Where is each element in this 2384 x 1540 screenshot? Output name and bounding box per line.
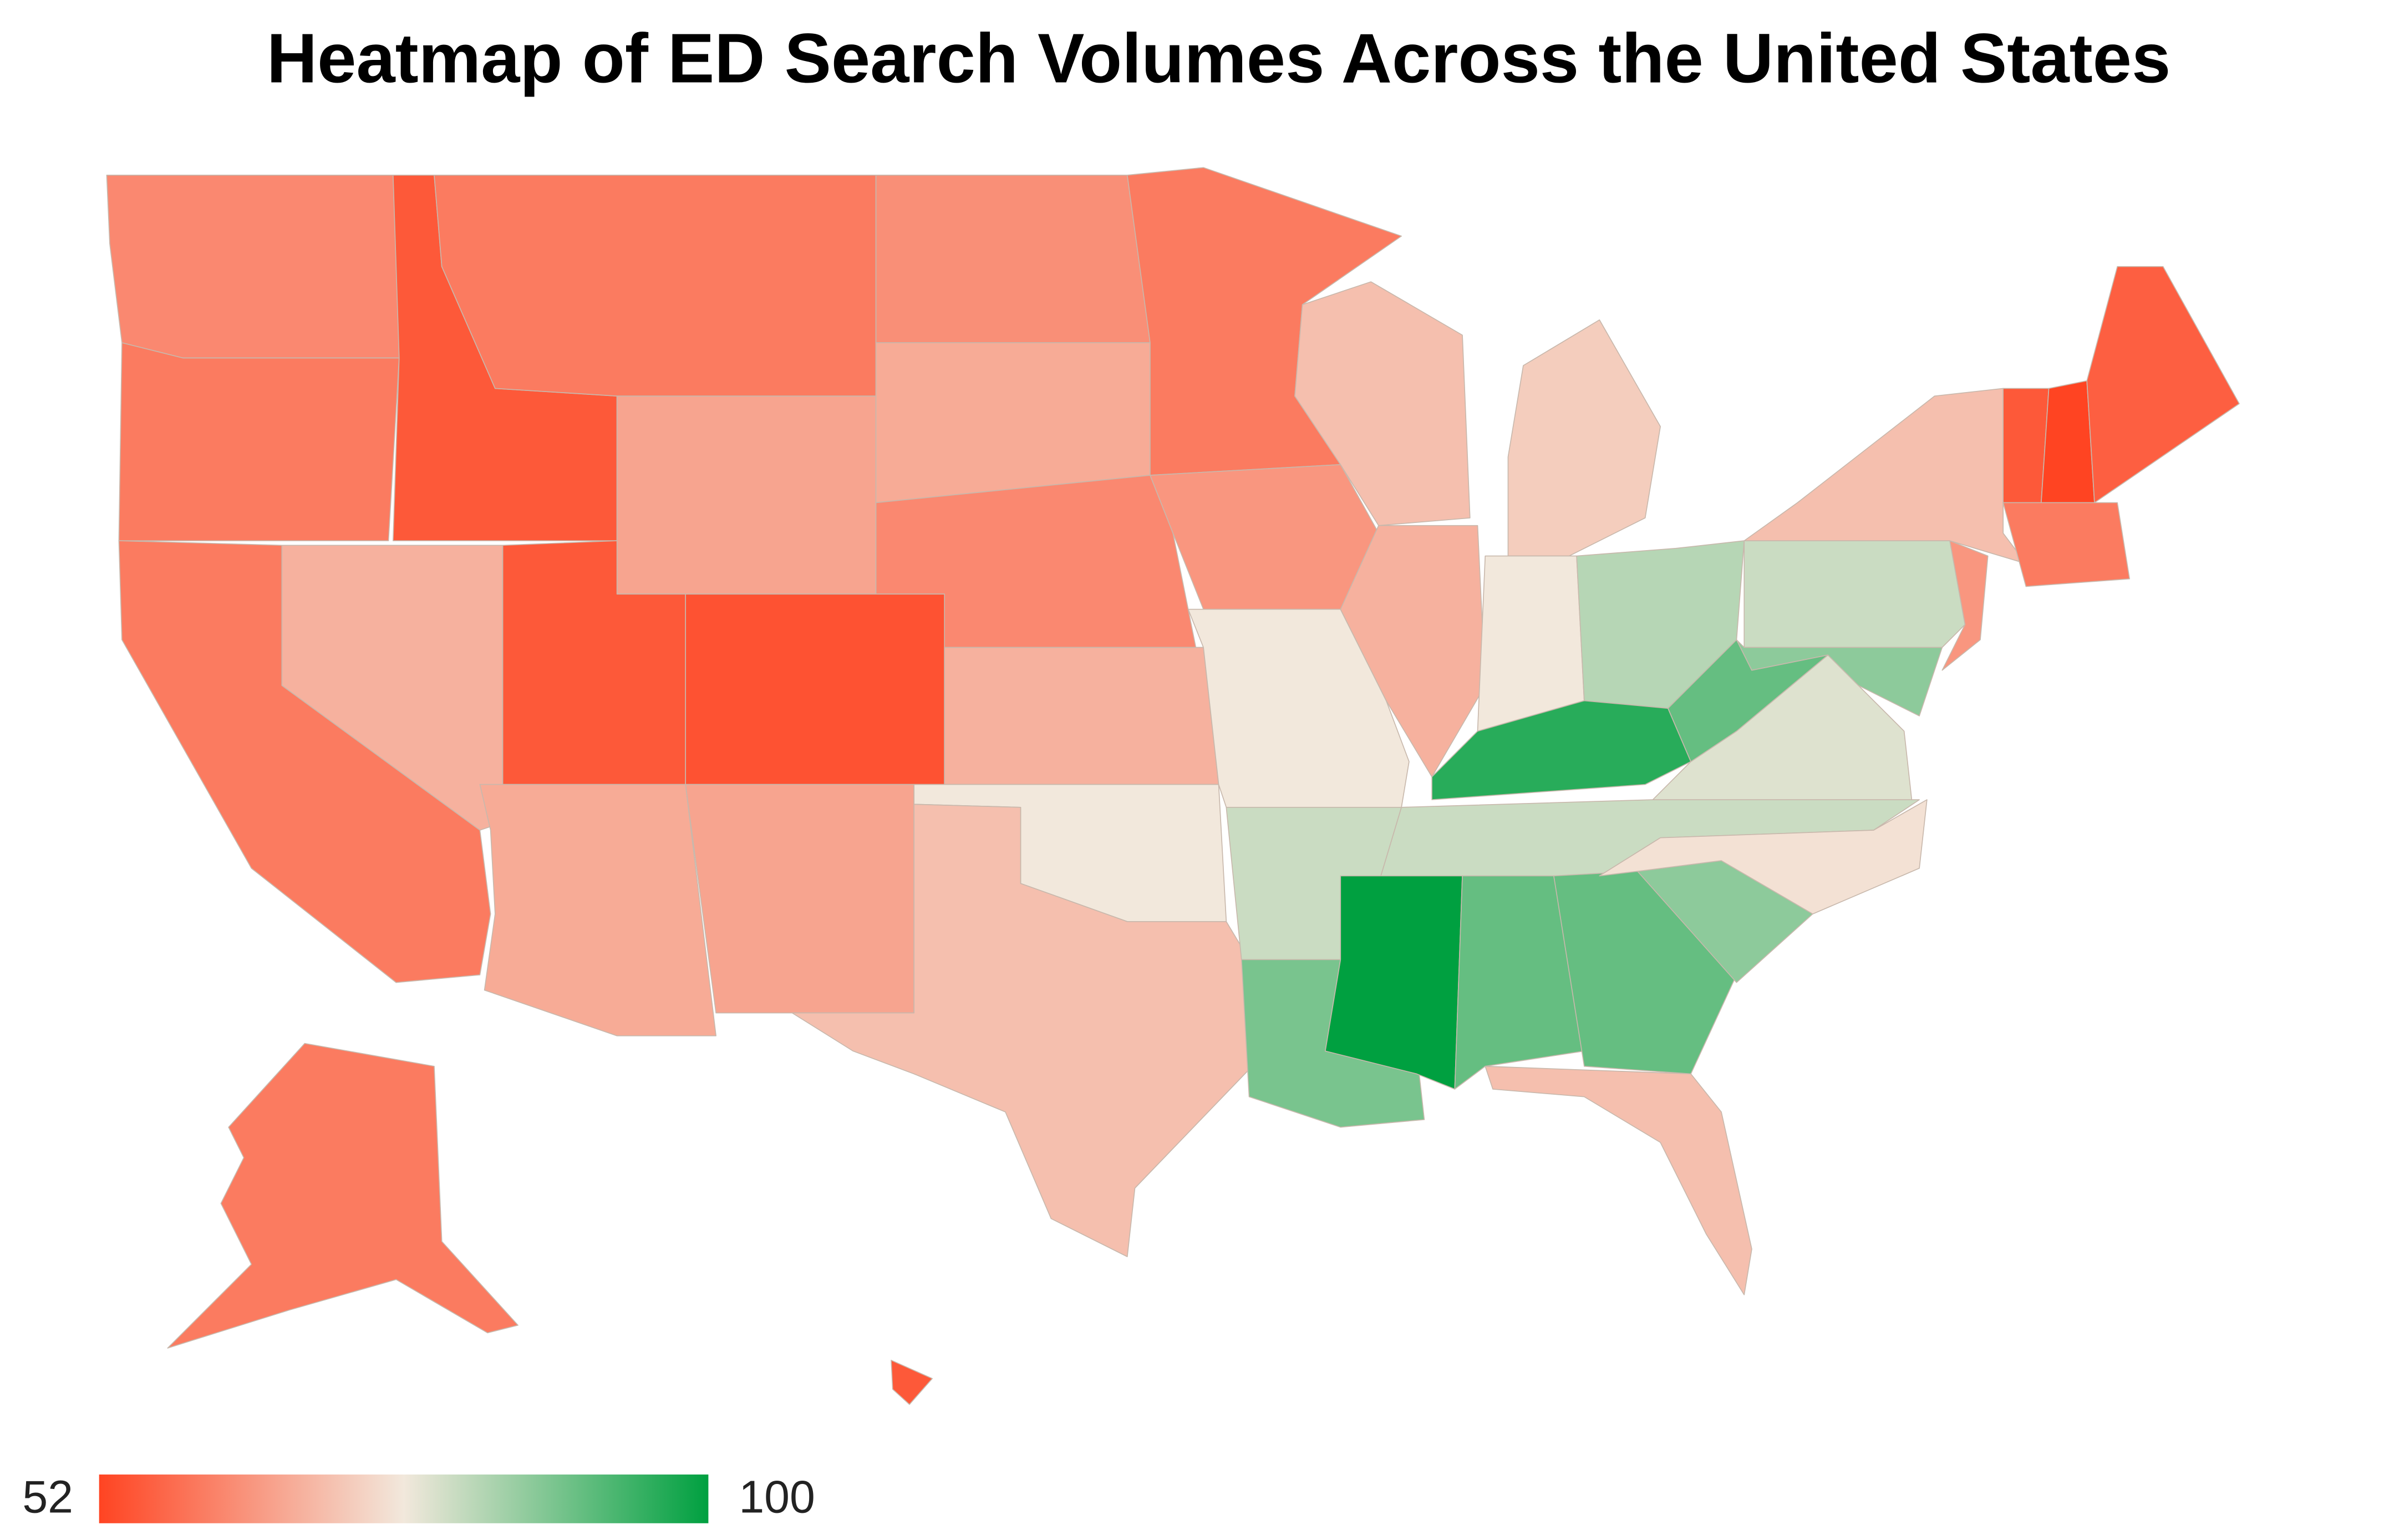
region <box>1507 319 1661 557</box>
region <box>106 175 400 359</box>
region <box>118 342 400 541</box>
region <box>1941 540 1989 671</box>
region <box>875 342 1151 504</box>
region <box>479 784 716 1036</box>
scale-max-label: 100 <box>739 1471 815 1522</box>
chart-title: Heatmap of ED Search Volumes Across the … <box>267 19 2170 98</box>
region <box>791 804 1253 1257</box>
scale-min-label: 52 <box>22 1471 73 1522</box>
region <box>875 175 1151 343</box>
region <box>685 784 915 1014</box>
region <box>944 647 1219 785</box>
region <box>1431 700 1691 800</box>
region <box>1736 639 1943 716</box>
region <box>1454 875 1585 1090</box>
region <box>2086 266 2240 504</box>
region <box>685 593 945 785</box>
region <box>1294 281 1471 526</box>
region <box>1485 1065 1752 1295</box>
map <box>106 167 2240 1405</box>
region <box>1743 540 1966 648</box>
region <box>2041 380 2095 504</box>
region <box>616 395 877 595</box>
color-scale <box>99 1474 709 1523</box>
region <box>1599 799 1928 914</box>
region <box>118 540 491 983</box>
region <box>1743 388 2027 565</box>
region <box>1150 464 1379 610</box>
region <box>2002 502 2130 587</box>
region <box>167 1043 519 1349</box>
region <box>891 1360 933 1405</box>
region <box>434 175 877 397</box>
